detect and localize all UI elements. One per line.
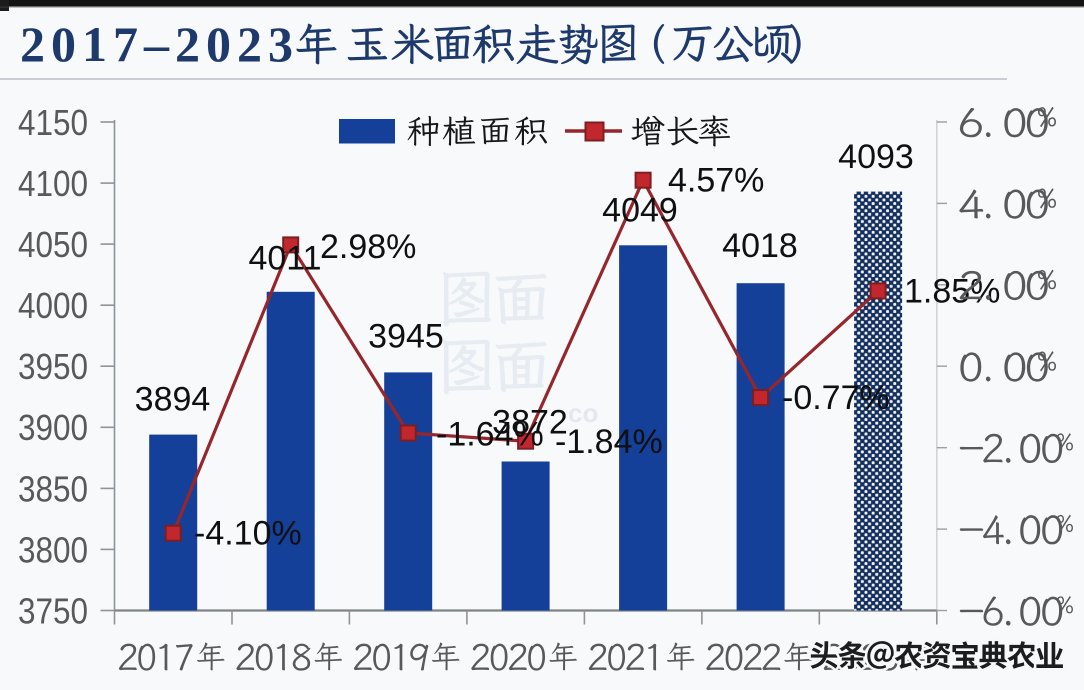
svg-text:4050: 4050 <box>18 224 88 265</box>
svg-text:-1.64%: -1.64% <box>436 416 544 454</box>
svg-text:3894: 3894 <box>135 381 211 419</box>
svg-text:4018: 4018 <box>722 227 798 265</box>
svg-text:-4.10%: -4.10% <box>194 515 302 553</box>
svg-text:3750: 3750 <box>18 590 88 631</box>
svg-text:4049: 4049 <box>602 192 678 230</box>
svg-text:4150: 4150 <box>18 102 88 143</box>
svg-text:-1.84%: -1.84% <box>555 423 663 461</box>
svg-text:2.98%: 2.98% <box>320 228 416 266</box>
svg-text:4100: 4100 <box>18 163 88 204</box>
svg-text:4.57%: 4.57% <box>668 162 764 200</box>
svg-text:1.85%: 1.85% <box>904 273 1000 311</box>
svg-text:3945: 3945 <box>368 318 444 356</box>
svg-text:3950: 3950 <box>18 346 88 387</box>
svg-text:co: co <box>568 398 598 428</box>
svg-text:4011: 4011 <box>248 240 321 278</box>
svg-text:-0.77%: -0.77% <box>782 379 890 417</box>
svg-text:3800: 3800 <box>18 529 88 570</box>
svg-text:4093: 4093 <box>838 138 914 176</box>
svg-text:3850: 3850 <box>18 468 88 509</box>
svg-text:4000: 4000 <box>18 285 88 326</box>
svg-text:2017–2023: 2017–2023 <box>20 16 299 72</box>
svg-text:3900: 3900 <box>18 407 88 448</box>
svg-text:3872: 3872 <box>492 404 568 442</box>
